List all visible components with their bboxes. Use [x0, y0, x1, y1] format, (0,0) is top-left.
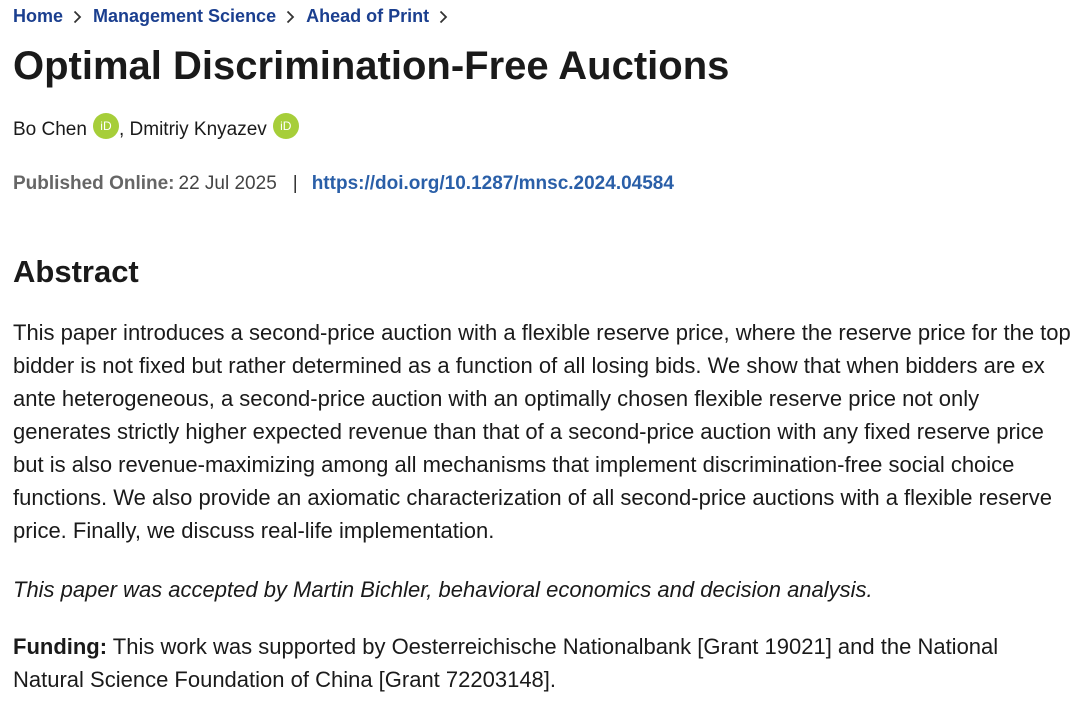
- abstract-text: This paper introduces a second-price auc…: [13, 320, 1071, 543]
- author-link-dmitriy-knyazev[interactable]: Dmitriy Knyazev: [129, 119, 267, 140]
- doi-link[interactable]: https://doi.org/10.1287/mnsc.2024.04584: [311, 173, 674, 194]
- author-list: Bo Chen iD , Dmitriy Knyazev iD: [13, 113, 299, 143]
- funding-statement: Funding: This work was supported by Oest…: [13, 630, 1075, 696]
- funding-label: Funding:: [13, 634, 108, 659]
- article-title: Optimal Discrimination-Free Auctions: [13, 44, 730, 88]
- breadcrumb-journal-link[interactable]: Management Science: [93, 6, 277, 26]
- funding-text: This work was supported by Oesterreichis…: [13, 634, 999, 692]
- abstract-heading: Abstract: [13, 254, 139, 289]
- chevron-right-icon: [286, 10, 295, 24]
- published-online-label: Published Online:: [13, 173, 175, 194]
- breadcrumb: Home Management Science Ahead of Print: [13, 6, 459, 27]
- breadcrumb-ahead-of-print-link[interactable]: Ahead of Print: [306, 6, 430, 26]
- author-separator: ,: [118, 119, 125, 140]
- chevron-right-icon: [73, 10, 82, 24]
- published-date: 22 Jul 2025: [178, 173, 277, 194]
- publication-info: Published Online: 22 Jul 2025 | https://…: [13, 173, 674, 195]
- breadcrumb-home-link[interactable]: Home: [13, 6, 64, 26]
- orcid-icon[interactable]: iD: [272, 113, 299, 139]
- orcid-icon[interactable]: iD: [92, 113, 119, 139]
- chevron-right-icon: [439, 10, 448, 24]
- author-link-bo-chen[interactable]: Bo Chen: [13, 119, 87, 140]
- divider: |: [292, 173, 298, 194]
- accepted-note: This paper was accepted by Martin Bichle…: [13, 577, 873, 602]
